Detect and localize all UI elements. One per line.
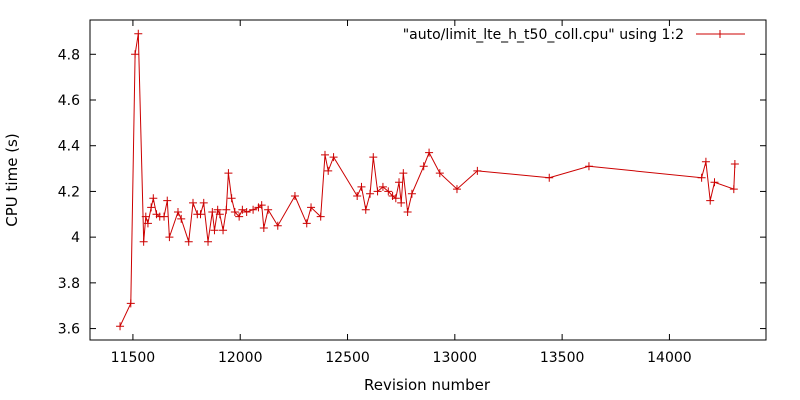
data-point [701, 157, 710, 166]
data-point [215, 210, 224, 219]
data-point [357, 182, 366, 191]
x-tick-label: 11500 [111, 350, 156, 366]
data-point [208, 208, 217, 216]
data-point [147, 203, 156, 212]
x-axis-title: Revision number [364, 376, 491, 394]
data-point [249, 205, 258, 214]
data-point [329, 153, 338, 162]
data-point [435, 169, 444, 178]
x-tick-label: 12500 [325, 350, 370, 366]
data-point [230, 208, 239, 216]
data-point [395, 178, 404, 187]
data-point [403, 208, 412, 216]
data-point [177, 214, 186, 223]
data-point [257, 201, 266, 210]
data-point [235, 212, 244, 221]
plot-frame [89, 19, 767, 341]
legend-entry-label: "auto/limit_lte_h_t50_coll.cpu" using 1:… [403, 27, 684, 43]
data-point [697, 173, 706, 182]
data-point [199, 198, 208, 207]
data-point [259, 224, 268, 232]
y-tick-label: 4.2 [58, 184, 80, 200]
data-point [210, 226, 219, 235]
data-point [397, 198, 406, 207]
data-point [545, 173, 554, 182]
data-point [189, 198, 198, 207]
data-point [143, 219, 152, 228]
data-point [141, 212, 150, 221]
data-point [238, 205, 247, 214]
x-tick-label: 14000 [647, 350, 692, 366]
x-tick-label: 13500 [540, 350, 585, 366]
data-point [366, 189, 375, 198]
data-point [473, 166, 482, 175]
data-point [584, 162, 593, 171]
data-point [227, 194, 236, 203]
y-axis: 3.6 3.8 4 4.2 4.4 4.6 4.8 [58, 47, 766, 338]
x-tick-label: 12000 [218, 350, 263, 366]
series-0 [116, 29, 739, 331]
data-point [361, 205, 370, 214]
y-tick-label: 3.8 [58, 276, 80, 292]
data-point [213, 205, 222, 214]
data-point [710, 178, 719, 187]
x-axis: 11500 12000 12500 13000 13500 14000 [111, 20, 692, 366]
data-point [320, 150, 329, 159]
data-point [264, 205, 273, 214]
data-point [184, 237, 193, 246]
data-point [173, 208, 182, 216]
data-point [384, 187, 393, 196]
data-point [419, 162, 428, 171]
legend-marker-plus [716, 30, 724, 38]
data-point [163, 196, 172, 205]
data-point [452, 185, 461, 194]
data-point [116, 322, 125, 331]
data-point [391, 194, 400, 203]
data-point [373, 187, 382, 196]
data-point [729, 185, 738, 194]
data-point [126, 299, 135, 308]
legend: "auto/limit_lte_h_t50_coll.cpu" using 1:… [403, 27, 745, 43]
data-point [224, 169, 233, 178]
data-point [407, 189, 416, 198]
data-point [706, 196, 715, 205]
data-point [165, 233, 174, 242]
data-point [730, 160, 739, 168]
series-line [119, 33, 736, 327]
y-tick-label: 4.6 [58, 93, 80, 109]
data-point [353, 192, 362, 200]
data-point [196, 210, 205, 219]
data-point [139, 237, 148, 246]
data-point [134, 29, 143, 38]
data-point [316, 212, 325, 221]
data-point [425, 148, 434, 157]
data-point [219, 226, 228, 235]
data-point [204, 237, 213, 246]
data-point [160, 212, 169, 221]
x-tick-label: 13000 [433, 350, 478, 366]
data-point [378, 182, 387, 191]
data-point [222, 205, 231, 214]
legend-entry-marker [716, 30, 724, 38]
data-point [131, 50, 140, 59]
data-point [369, 153, 378, 162]
data-point [324, 166, 333, 175]
y-tick-label: 4.4 [58, 139, 80, 155]
y-tick-label: 4 [71, 230, 80, 246]
data-point [399, 169, 408, 178]
data-point [149, 194, 158, 203]
data-point [242, 208, 251, 216]
data-point [273, 221, 282, 230]
data-point [307, 203, 316, 212]
y-axis-title: CPU time (s) [3, 133, 21, 226]
data-point [290, 192, 299, 200]
y-tick-label: 4.8 [58, 47, 80, 63]
data-point [302, 219, 311, 228]
y-tick-label: 3.6 [58, 322, 80, 338]
